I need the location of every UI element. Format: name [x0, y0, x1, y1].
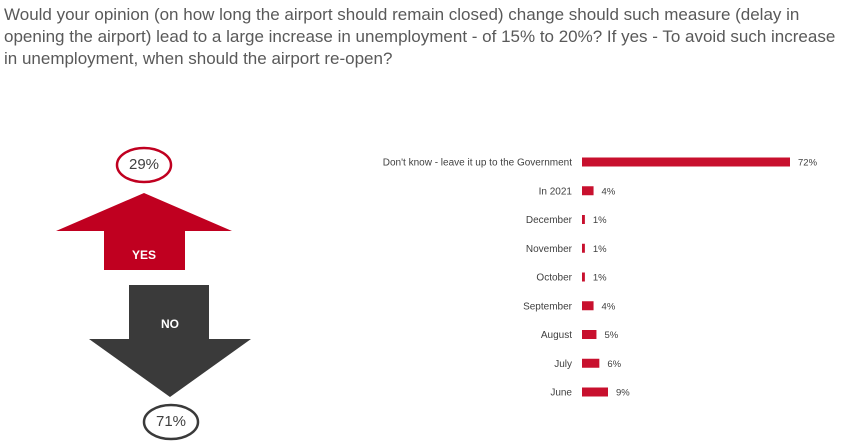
value-label: 1% — [593, 273, 607, 284]
question-text: Would your opinion (on how long the airp… — [4, 5, 836, 68]
category-label: June — [550, 388, 572, 399]
category-label: September — [523, 301, 573, 312]
no-arrow-down — [89, 285, 251, 397]
bar — [582, 387, 608, 397]
value-label: 4% — [602, 186, 616, 197]
bar — [582, 215, 585, 224]
category-label: November — [526, 244, 573, 255]
bar — [582, 243, 585, 253]
bar — [582, 272, 585, 282]
value-label: 1% — [593, 215, 607, 226]
value-label: 1% — [593, 244, 607, 255]
category-label: In 2021 — [539, 186, 573, 197]
bar — [582, 358, 600, 368]
bar — [582, 157, 790, 167]
value-label: 9% — [616, 388, 630, 399]
no-percent-circle — [142, 403, 200, 441]
category-label: July — [554, 359, 572, 370]
yes-percent-circle — [115, 146, 173, 184]
yes-label: YES — [131, 248, 156, 262]
value-label: 5% — [604, 330, 618, 341]
bar — [582, 330, 597, 339]
category-label: Don't know - leave it up to the Governme… — [383, 158, 572, 169]
yes-arrow-up — [56, 193, 232, 270]
category-label: October — [536, 273, 572, 284]
value-label: 6% — [607, 359, 621, 370]
value-label: 72% — [798, 158, 818, 169]
category-label: December — [526, 215, 573, 226]
no-label: NO — [161, 317, 179, 331]
no-percentage: 71% — [155, 413, 187, 430]
yes-percentage: 29% — [128, 156, 160, 173]
bar — [582, 301, 594, 311]
category-label: August — [541, 330, 572, 341]
bar — [582, 186, 594, 196]
value-label: 4% — [602, 301, 616, 312]
